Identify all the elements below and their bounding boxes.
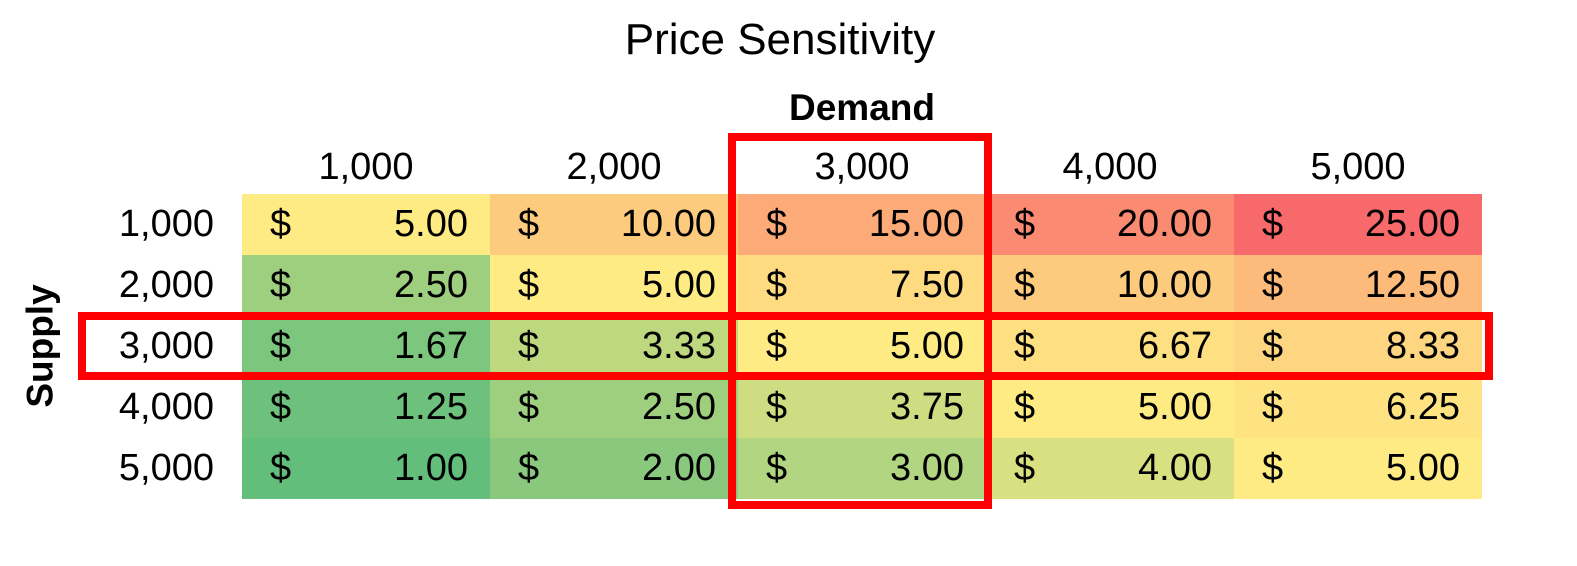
cell-value: 1.25 — [394, 386, 468, 428]
heatmap-cell: $25.00 — [1234, 194, 1482, 255]
currency-symbol: $ — [270, 203, 292, 245]
cell-value: 2.50 — [642, 386, 716, 428]
cell-value: 1.67 — [394, 325, 468, 367]
cell-value: 4.00 — [1138, 447, 1212, 489]
currency-symbol: $ — [518, 264, 540, 306]
heatmap-cell: $1.00 — [242, 438, 490, 499]
currency-symbol: $ — [766, 386, 788, 428]
heatmap-cell: $3.33 — [490, 316, 738, 377]
currency-symbol: $ — [518, 447, 540, 489]
heatmap-cell: $12.50 — [1234, 255, 1482, 316]
currency-symbol: $ — [1014, 386, 1036, 428]
cell-value: 3.00 — [890, 447, 964, 489]
heatmap-cell: $2.00 — [490, 438, 738, 499]
currency-symbol: $ — [766, 325, 788, 367]
currency-symbol: $ — [518, 325, 540, 367]
cell-value: 5.00 — [642, 264, 716, 306]
cell-value: 25.00 — [1364, 203, 1460, 245]
heatmap-cell: $5.00 — [1234, 438, 1482, 499]
row-header: 4,000 — [118, 386, 214, 428]
cell-value: 10.00 — [1116, 264, 1212, 306]
cell-value: 20.00 — [1116, 203, 1212, 245]
heatmap-cell: $8.33 — [1234, 316, 1482, 377]
currency-symbol: $ — [270, 325, 292, 367]
heatmap-cell: $2.50 — [490, 377, 738, 438]
currency-symbol: $ — [270, 447, 292, 489]
heatmap-cell: $3.00 — [738, 438, 986, 499]
cell-value: 5.00 — [394, 203, 468, 245]
demand-axis-label: Demand — [789, 87, 935, 128]
heatmap-cell: $6.25 — [1234, 377, 1482, 438]
cell-value: 2.50 — [394, 264, 468, 306]
supply-axis-label: Supply — [20, 284, 61, 408]
heatmap-cell: $3.75 — [738, 377, 986, 438]
row-header: 2,000 — [118, 264, 214, 306]
cell-value: 3.33 — [642, 325, 716, 367]
currency-symbol: $ — [766, 447, 788, 489]
heatmap-cell: $5.00 — [986, 377, 1234, 438]
heatmap-cell: $1.25 — [242, 377, 490, 438]
heatmap-cell: $1.67 — [242, 316, 490, 377]
heatmap-cell: $10.00 — [490, 194, 738, 255]
currency-symbol: $ — [1262, 325, 1284, 367]
cell-value: 7.50 — [890, 264, 964, 306]
cell-value: 2.00 — [642, 447, 716, 489]
currency-symbol: $ — [270, 386, 292, 428]
column-header: 2,000 — [566, 146, 662, 188]
heatmap-cell: $2.50 — [242, 255, 490, 316]
currency-symbol: $ — [1014, 203, 1036, 245]
cell-value: 15.00 — [868, 203, 964, 245]
supply-axis-label-wrap: Supply — [6, 284, 76, 407]
currency-symbol: $ — [766, 264, 788, 306]
heatmap-cell: $15.00 — [738, 194, 986, 255]
heatmap-cell: $5.00 — [490, 255, 738, 316]
cell-value: 1.00 — [394, 447, 468, 489]
currency-symbol: $ — [518, 386, 540, 428]
cell-value: 10.00 — [620, 203, 716, 245]
currency-symbol: $ — [1262, 447, 1284, 489]
column-header: 3,000 — [814, 146, 910, 188]
heatmap-cell: $7.50 — [738, 255, 986, 316]
row-header: 5,000 — [118, 447, 214, 489]
cell-value: 5.00 — [1138, 386, 1212, 428]
row-header: 1,000 — [118, 203, 214, 245]
column-header: 1,000 — [318, 146, 414, 188]
currency-symbol: $ — [1262, 264, 1284, 306]
heatmap-cell: $5.00 — [242, 194, 490, 255]
cell-value: 3.75 — [890, 386, 964, 428]
cell-value: 6.25 — [1386, 386, 1460, 428]
currency-symbol: $ — [1262, 386, 1284, 428]
column-header: 5,000 — [1310, 146, 1406, 188]
row-header: 3,000 — [118, 325, 214, 367]
column-header: 4,000 — [1062, 146, 1158, 188]
cell-value: 5.00 — [890, 325, 964, 367]
currency-symbol: $ — [270, 264, 292, 306]
heatmap-cell: $5.00 — [738, 316, 986, 377]
currency-symbol: $ — [1014, 264, 1036, 306]
cell-value: 8.33 — [1386, 325, 1460, 367]
heatmap-cell: $20.00 — [986, 194, 1234, 255]
currency-symbol: $ — [1262, 203, 1284, 245]
currency-symbol: $ — [1014, 325, 1036, 367]
currency-symbol: $ — [766, 203, 788, 245]
cell-value: 5.00 — [1386, 447, 1460, 489]
heatmap-cell: $10.00 — [986, 255, 1234, 316]
cell-value: 6.67 — [1138, 325, 1212, 367]
chart-title: Price Sensitivity — [624, 15, 936, 64]
currency-symbol: $ — [1014, 447, 1036, 489]
heatmap-cell: $6.67 — [986, 316, 1234, 377]
currency-symbol: $ — [518, 203, 540, 245]
heatmap-cell: $4.00 — [986, 438, 1234, 499]
cell-value: 12.50 — [1364, 264, 1460, 306]
